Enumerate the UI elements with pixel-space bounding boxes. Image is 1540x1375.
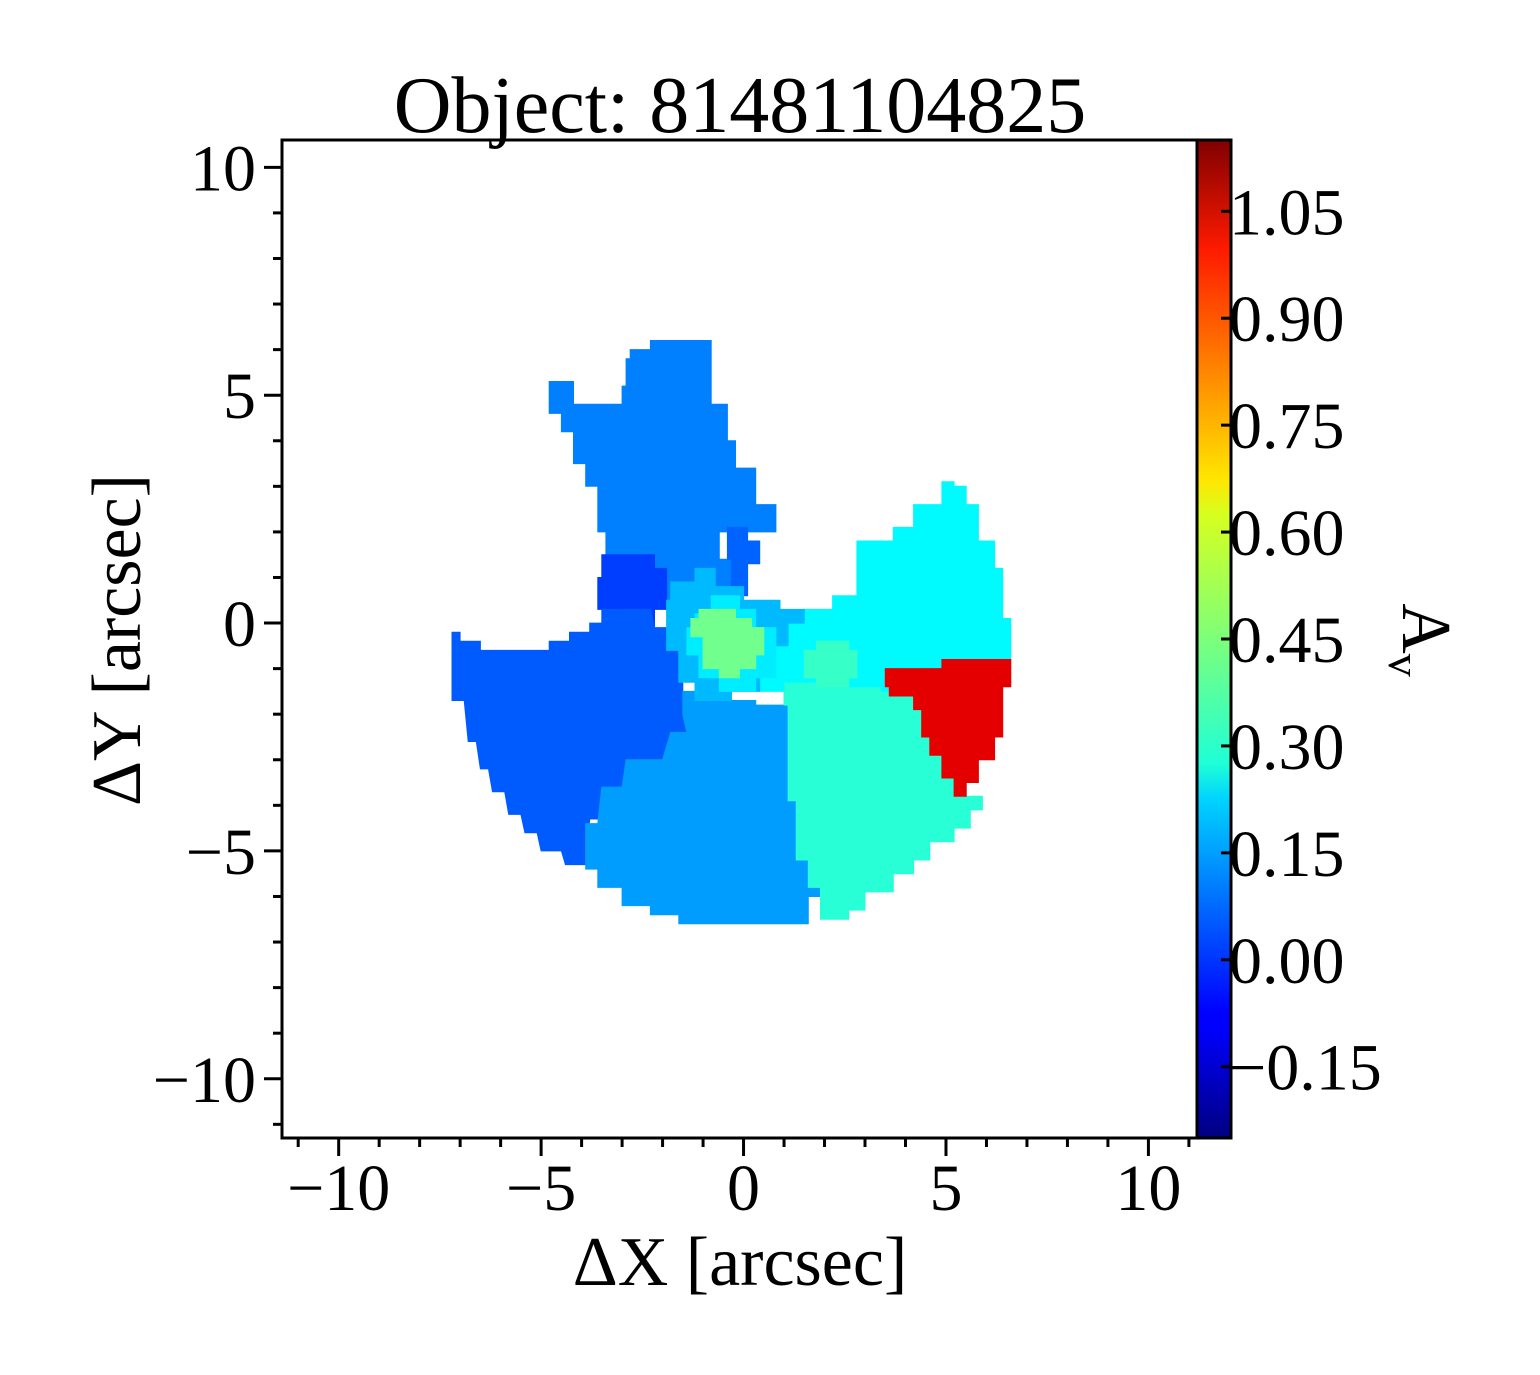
x-tick-label: −10 bbox=[287, 1152, 390, 1225]
y-tick-label: 5 bbox=[223, 360, 256, 433]
x-tick-label: −5 bbox=[506, 1152, 576, 1225]
colorbar-label: Av bbox=[1379, 603, 1464, 677]
colorbar-tick-label: 0.90 bbox=[1229, 283, 1345, 356]
x-tick-label: 10 bbox=[1115, 1152, 1181, 1225]
heatmap-regions bbox=[451, 340, 1012, 925]
y-tick-label: −10 bbox=[153, 1044, 256, 1117]
chart-title: Object: 81481104825 bbox=[394, 62, 1087, 150]
colorbar-tick-label: 0.15 bbox=[1229, 818, 1345, 891]
x-axis-ticks: −10 −5 0 5 10 bbox=[287, 1138, 1191, 1225]
region-east-wedge bbox=[759, 481, 1012, 692]
region-core bbox=[690, 608, 765, 679]
colorbar-ticks: 1.05 0.90 0.75 0.60 0.45 0.30 0.15 0.00 −0.15 bbox=[1221, 176, 1382, 1105]
x-axis-label: ΔX [arcsec] bbox=[573, 1224, 908, 1301]
colorbar-tick-label: 0.45 bbox=[1229, 604, 1345, 677]
y-axis-ticks: 10 5 0 −5 −10 bbox=[153, 132, 282, 1126]
y-tick-label: 0 bbox=[223, 588, 256, 661]
region-red-patch bbox=[884, 659, 1012, 797]
region-north-notch bbox=[726, 526, 761, 597]
colorbar-label-main: A bbox=[1387, 603, 1464, 654]
region-north-plume bbox=[548, 340, 777, 601]
x-tick-label: 0 bbox=[727, 1152, 760, 1225]
colorbar-tick-label: 0.30 bbox=[1229, 711, 1345, 784]
region-east-knot bbox=[803, 640, 858, 688]
y-axis-label: ΔY [arcsec] bbox=[79, 474, 156, 806]
svg-text:Av: Av bbox=[1379, 603, 1464, 677]
colorbar-tick-label: 0.60 bbox=[1229, 497, 1345, 570]
y-tick-label: −5 bbox=[186, 816, 256, 889]
colorbar-label-sub: v bbox=[1379, 654, 1430, 677]
colorbar-tick-label: 0.00 bbox=[1229, 925, 1345, 998]
y-tick-label: 10 bbox=[190, 132, 256, 205]
colorbar-tick-label: 1.05 bbox=[1229, 176, 1345, 249]
colorbar-tick-label: −0.15 bbox=[1229, 1032, 1382, 1105]
x-tick-label: 5 bbox=[929, 1152, 962, 1225]
colorbar-tick-label: 0.75 bbox=[1229, 390, 1345, 463]
